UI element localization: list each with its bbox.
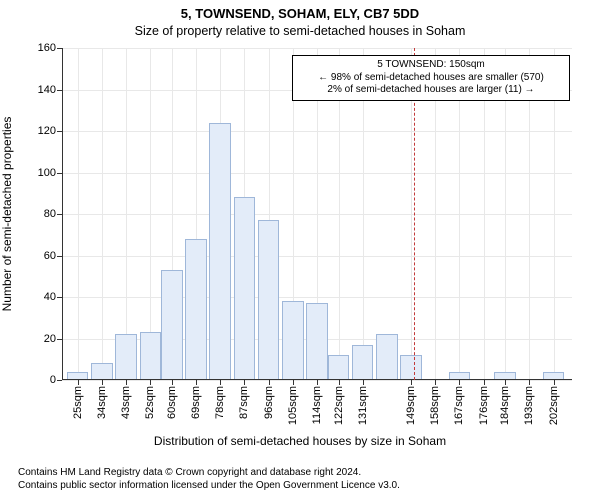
grid-line <box>126 48 127 380</box>
xtick-mark <box>126 380 127 385</box>
plot-area: 02040608010012014016025sqm34sqm43sqm52sq… <box>62 48 572 380</box>
histogram-bar <box>209 123 231 380</box>
xtick-label: 202sqm <box>548 386 560 425</box>
xtick-mark <box>244 380 245 385</box>
xtick-mark <box>172 380 173 385</box>
grid-line <box>78 48 79 380</box>
chart-container: 5, TOWNSEND, SOHAM, ELY, CB7 5DD Size of… <box>0 0 600 500</box>
info-line-3: 2% of semi-detached houses are larger (1… <box>299 84 563 97</box>
xtick-mark <box>363 380 364 385</box>
xtick-mark <box>435 380 436 385</box>
xtick-mark <box>102 380 103 385</box>
ytick-label: 20 <box>44 333 62 345</box>
xtick-label: 149sqm <box>405 386 417 425</box>
histogram-bar <box>376 334 398 380</box>
histogram-bar <box>161 270 183 380</box>
x-axis-line <box>62 379 572 380</box>
xtick-mark <box>150 380 151 385</box>
y-axis-line <box>62 48 63 380</box>
xtick-mark <box>505 380 506 385</box>
histogram-bar <box>306 303 328 380</box>
xtick-label: 69sqm <box>190 386 202 419</box>
histogram-bar <box>352 345 374 380</box>
histogram-bar <box>115 334 137 380</box>
xtick-label: 87sqm <box>238 386 250 419</box>
xtick-mark <box>220 380 221 385</box>
ytick-label: 60 <box>44 250 62 262</box>
histogram-bar <box>140 332 162 380</box>
info-line-2: ← 98% of semi-detached houses are smalle… <box>299 72 563 85</box>
ytick-label: 160 <box>38 42 62 54</box>
histogram-bar <box>91 363 113 380</box>
ytick-label: 100 <box>38 167 62 179</box>
histogram-bar <box>400 355 422 380</box>
xtick-label: 167sqm <box>453 386 465 425</box>
footer-line-2: Contains public sector information licen… <box>18 480 400 493</box>
info-line-1: 5 TOWNSEND: 150sqm <box>299 59 563 72</box>
xtick-label: 184sqm <box>499 386 511 425</box>
chart-supertitle: 5, TOWNSEND, SOHAM, ELY, CB7 5DD <box>0 6 600 21</box>
ytick-label: 80 <box>44 208 62 220</box>
xtick-label: 34sqm <box>96 386 108 419</box>
ytick-label: 120 <box>38 125 62 137</box>
xtick-label: 193sqm <box>523 386 535 425</box>
xtick-label: 25sqm <box>72 386 84 419</box>
grid-line <box>102 48 103 380</box>
ytick-label: 40 <box>44 291 62 303</box>
x-axis-label: Distribution of semi-detached houses by … <box>0 434 600 448</box>
xtick-mark <box>484 380 485 385</box>
grid-line <box>150 48 151 380</box>
xtick-label: 176sqm <box>478 386 490 425</box>
xtick-mark <box>317 380 318 385</box>
ytick-label: 0 <box>50 374 62 386</box>
xtick-mark <box>459 380 460 385</box>
xtick-mark <box>78 380 79 385</box>
xtick-label: 96sqm <box>263 386 275 419</box>
xtick-label: 78sqm <box>214 386 226 419</box>
xtick-label: 52sqm <box>144 386 156 419</box>
xtick-label: 122sqm <box>333 386 345 425</box>
histogram-bar <box>282 301 304 380</box>
histogram-bar <box>258 220 280 380</box>
xtick-label: 158sqm <box>429 386 441 425</box>
xtick-label: 60sqm <box>166 386 178 419</box>
xtick-mark <box>293 380 294 385</box>
xtick-mark <box>269 380 270 385</box>
footer-attribution: Contains HM Land Registry data © Crown c… <box>18 467 400 492</box>
chart-title: Size of property relative to semi-detach… <box>0 24 600 38</box>
xtick-label: 105sqm <box>287 386 299 425</box>
xtick-mark <box>339 380 340 385</box>
footer-line-1: Contains HM Land Registry data © Crown c… <box>18 467 400 480</box>
y-axis-label: Number of semi-detached properties <box>0 117 14 312</box>
histogram-bar <box>185 239 207 380</box>
xtick-mark <box>554 380 555 385</box>
xtick-mark <box>411 380 412 385</box>
xtick-mark <box>529 380 530 385</box>
xtick-mark <box>196 380 197 385</box>
histogram-bar <box>234 197 256 380</box>
histogram-bar <box>328 355 350 380</box>
xtick-label: 43sqm <box>120 386 132 419</box>
xtick-label: 114sqm <box>311 386 323 424</box>
xtick-label: 131sqm <box>357 386 369 425</box>
info-box: 5 TOWNSEND: 150sqm ← 98% of semi-detache… <box>292 55 570 101</box>
ytick-label: 140 <box>38 84 62 96</box>
